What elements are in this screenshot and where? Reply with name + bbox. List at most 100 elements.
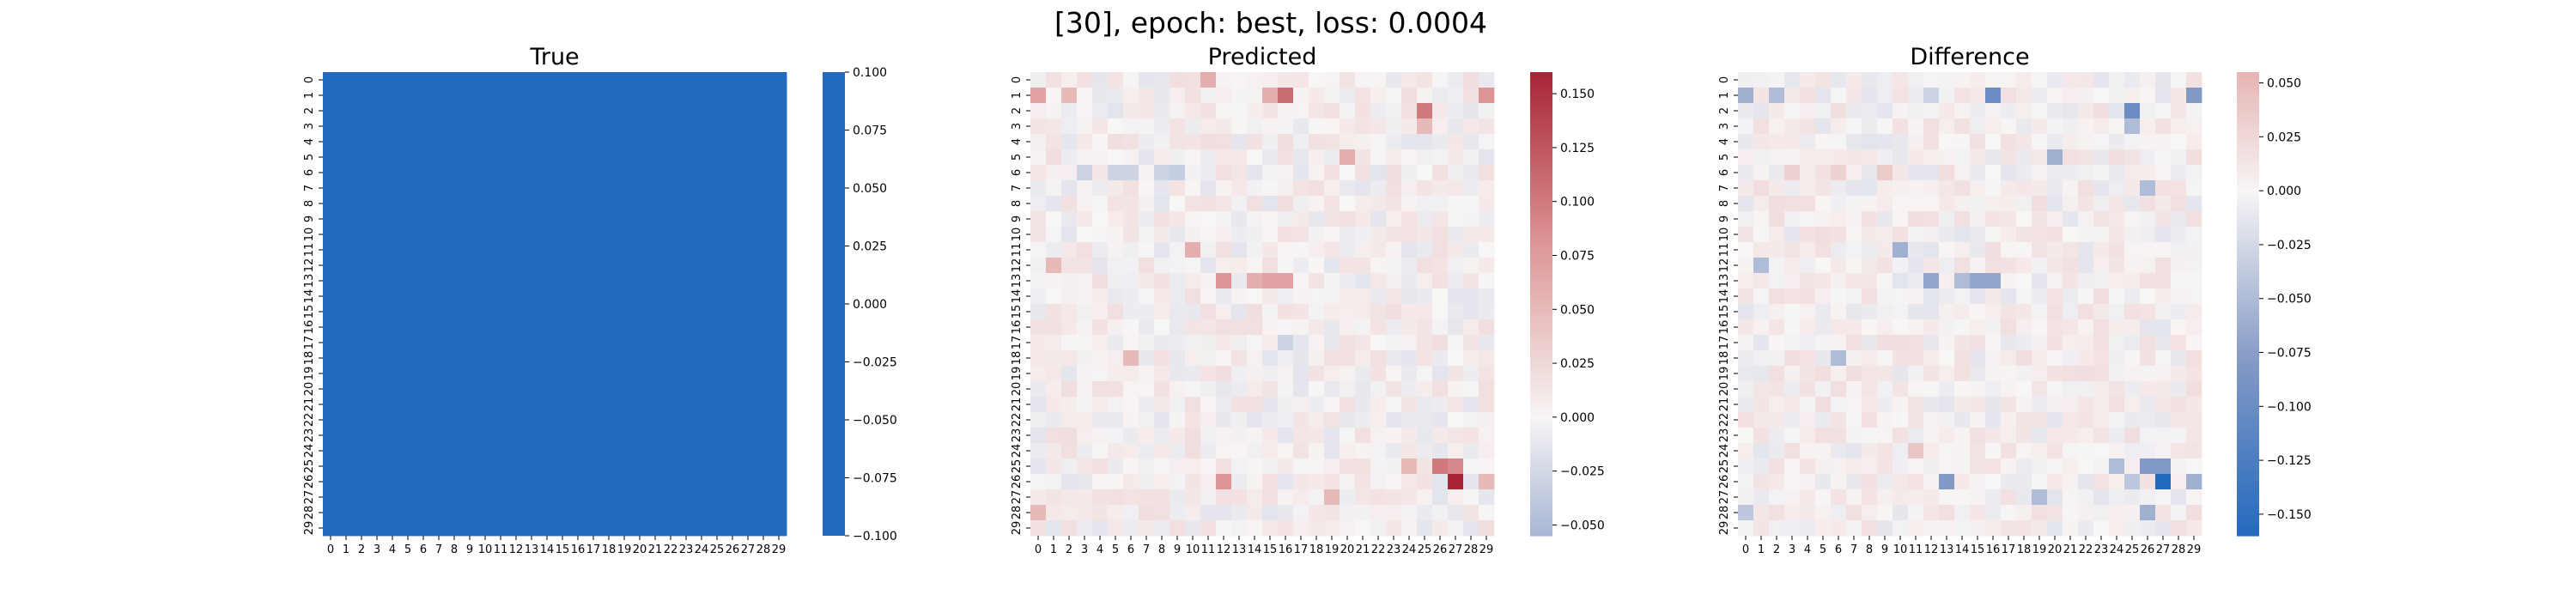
heatmap-cell bbox=[1784, 273, 1801, 289]
heatmap-cell bbox=[601, 196, 617, 212]
heatmap-cell bbox=[338, 88, 355, 104]
colorbar-band bbox=[1530, 400, 1552, 405]
heatmap-cell bbox=[647, 335, 664, 351]
heatmap-cell bbox=[1170, 458, 1186, 475]
heatmap-cell bbox=[1815, 381, 1832, 398]
heatmap-cell bbox=[1185, 381, 1201, 398]
heatmap-cell bbox=[2155, 458, 2172, 475]
heatmap-cell bbox=[1170, 118, 1186, 135]
heatmap-cell bbox=[1985, 288, 2002, 305]
heatmap-cell bbox=[1479, 458, 1495, 475]
heatmap-cell bbox=[524, 443, 540, 459]
heatmap-cell bbox=[771, 258, 787, 274]
heatmap-cell bbox=[555, 103, 571, 119]
colorbar-band bbox=[2237, 420, 2259, 425]
heatmap-cell bbox=[1370, 458, 1387, 475]
heatmap-cell bbox=[1216, 458, 1232, 475]
x-tick-label: 12 bbox=[1924, 543, 1939, 556]
heatmap-cell bbox=[663, 149, 679, 166]
heatmap-cell bbox=[1185, 366, 1201, 382]
heatmap-cell bbox=[2001, 428, 2017, 444]
heatmap-cell bbox=[2155, 381, 2172, 398]
colorbar-band bbox=[1530, 366, 1552, 371]
heatmap-cell bbox=[740, 165, 756, 181]
heatmap-cell bbox=[1185, 165, 1201, 181]
heatmap-cell bbox=[1340, 149, 1356, 166]
heatmap-cell bbox=[1815, 350, 1832, 367]
heatmap-cell bbox=[1954, 211, 1971, 228]
colorbar-band bbox=[1530, 137, 1552, 143]
x-tick-label: 1 bbox=[1050, 543, 1057, 556]
heatmap-cell bbox=[1340, 443, 1356, 459]
heatmap-cell bbox=[1231, 505, 1248, 521]
heatmap-cell bbox=[1262, 505, 1279, 521]
heatmap-cell bbox=[1170, 288, 1186, 305]
heatmap-cell bbox=[323, 428, 339, 444]
colorbar-band bbox=[1530, 227, 1552, 232]
heatmap-cell bbox=[1846, 149, 1862, 166]
heatmap-cell bbox=[740, 350, 756, 367]
heatmap-cell bbox=[2063, 520, 2079, 537]
colorbar-band bbox=[2237, 428, 2259, 433]
colorbar-band bbox=[1530, 234, 1552, 240]
heatmap-cell bbox=[1030, 319, 1047, 336]
heatmap-cell bbox=[1893, 443, 1909, 459]
heatmap-cell bbox=[1309, 149, 1325, 166]
heatmap-cell bbox=[1061, 165, 1078, 181]
heatmap-cell bbox=[1417, 118, 1433, 135]
heatmap-cell bbox=[462, 258, 478, 274]
heatmap-cell bbox=[1200, 118, 1217, 135]
heatmap-cell bbox=[1985, 350, 2002, 367]
heatmap-cell bbox=[385, 304, 401, 320]
heatmap-cell bbox=[725, 273, 741, 289]
heatmap-cell bbox=[1046, 273, 1062, 289]
heatmap-cell bbox=[493, 443, 509, 459]
colorbar-band bbox=[1530, 88, 1552, 93]
heatmap-cell bbox=[1831, 412, 1847, 428]
heatmap-cell bbox=[2093, 443, 2110, 459]
heatmap-cell bbox=[1170, 242, 1186, 258]
colorbar-tick-label: 0.025 bbox=[853, 240, 887, 254]
heatmap-cell bbox=[1386, 304, 1402, 320]
heatmap-cell bbox=[756, 196, 772, 212]
heatmap-cell bbox=[2047, 180, 2063, 197]
y-tick-label: 17 bbox=[1011, 336, 1024, 350]
colorbar-band bbox=[1530, 191, 1552, 197]
colorbar-band bbox=[1530, 273, 1552, 278]
heatmap-cell bbox=[1417, 72, 1433, 88]
colorbar-band bbox=[2237, 196, 2259, 201]
heatmap-cell bbox=[1923, 211, 1940, 228]
heatmap-cell bbox=[1324, 505, 1340, 521]
heatmap-cell bbox=[2093, 258, 2110, 274]
heatmap-cell bbox=[1954, 505, 1971, 521]
heatmap-cell bbox=[431, 489, 447, 506]
heatmap-cell bbox=[1139, 180, 1155, 197]
heatmap-cell bbox=[725, 304, 741, 320]
colorbar-band bbox=[2237, 80, 2259, 85]
heatmap-cell bbox=[477, 227, 494, 243]
heatmap-cell bbox=[354, 242, 370, 258]
heatmap-cell bbox=[1432, 288, 1449, 305]
heatmap-cell bbox=[2171, 88, 2187, 104]
heatmap-cell bbox=[586, 180, 602, 197]
heatmap-cell bbox=[2140, 489, 2156, 506]
heatmap-cell bbox=[1417, 428, 1433, 444]
x-tick-label: 25 bbox=[710, 543, 725, 556]
heatmap-cell bbox=[586, 88, 602, 104]
heatmap-cell bbox=[2155, 443, 2172, 459]
x-tick-label: 18 bbox=[602, 543, 617, 556]
heatmap-cell bbox=[431, 428, 447, 444]
heatmap-cell bbox=[694, 103, 710, 119]
heatmap-cell bbox=[323, 489, 339, 506]
heatmap-cell bbox=[2109, 397, 2125, 413]
heatmap-cell bbox=[385, 443, 401, 459]
heatmap-cell bbox=[617, 397, 633, 413]
heatmap-cell bbox=[2186, 474, 2202, 490]
colorbar-band bbox=[2237, 203, 2259, 209]
heatmap-cell bbox=[1077, 242, 1093, 258]
heatmap-cell bbox=[1185, 505, 1201, 521]
heatmap-cell bbox=[1831, 180, 1847, 197]
heatmap-cell bbox=[1908, 335, 1924, 351]
heatmap-cell bbox=[2140, 149, 2156, 166]
heatmap-cell bbox=[2047, 474, 2063, 490]
